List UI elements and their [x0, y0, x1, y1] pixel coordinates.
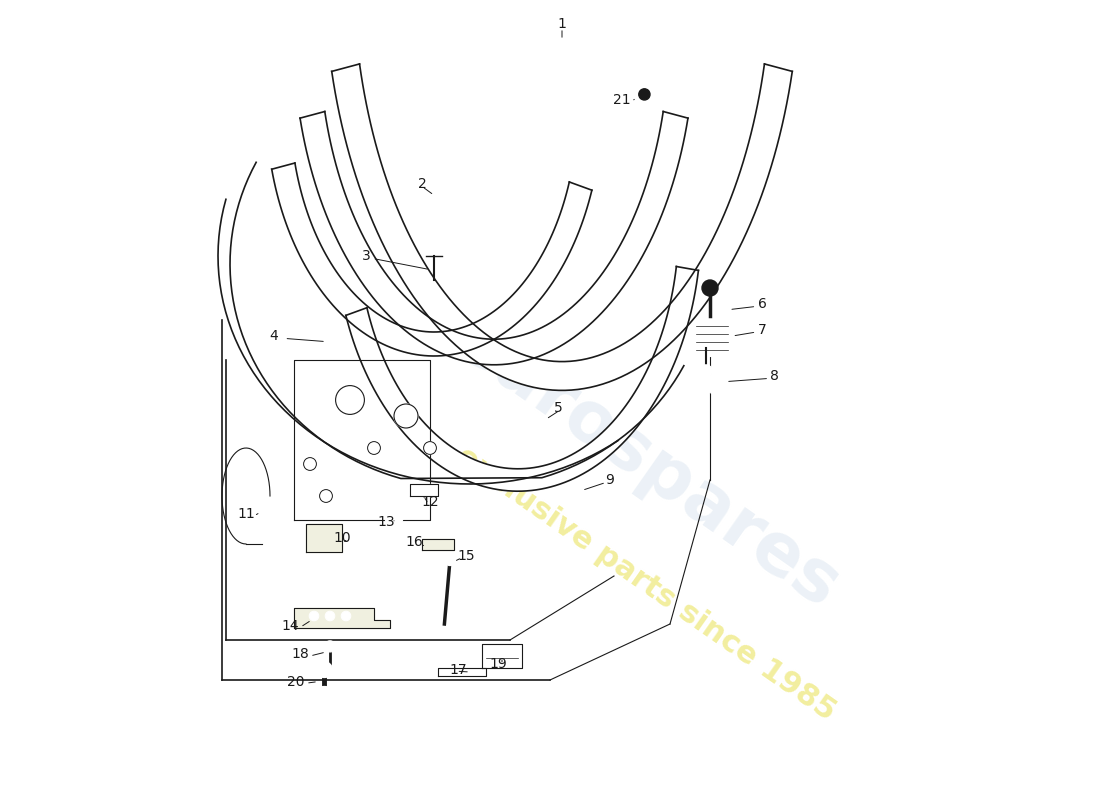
Text: 19: 19 — [490, 657, 507, 671]
Polygon shape — [332, 64, 792, 390]
Text: 5: 5 — [553, 401, 562, 415]
Text: 3: 3 — [362, 249, 371, 263]
Circle shape — [304, 458, 317, 470]
Text: 1: 1 — [558, 17, 566, 31]
Text: 13: 13 — [377, 514, 395, 529]
Text: exclusive parts since 1985: exclusive parts since 1985 — [451, 442, 842, 726]
Circle shape — [394, 404, 418, 428]
Polygon shape — [422, 539, 454, 550]
Circle shape — [326, 611, 334, 621]
Text: 16: 16 — [405, 534, 422, 549]
Bar — [694, 322, 730, 356]
Polygon shape — [300, 111, 688, 365]
Text: 12: 12 — [421, 494, 439, 509]
Polygon shape — [306, 524, 342, 552]
Text: 17: 17 — [449, 663, 466, 678]
Text: 4: 4 — [270, 329, 278, 343]
Circle shape — [336, 386, 364, 414]
Text: 11: 11 — [238, 506, 255, 521]
Circle shape — [702, 280, 718, 296]
Text: 7: 7 — [758, 323, 767, 338]
Polygon shape — [272, 163, 592, 356]
Circle shape — [324, 641, 336, 652]
Text: 10: 10 — [333, 530, 351, 545]
Polygon shape — [345, 266, 698, 491]
Circle shape — [309, 611, 319, 621]
Text: 21: 21 — [613, 93, 630, 107]
Polygon shape — [410, 484, 438, 496]
Circle shape — [384, 506, 404, 526]
Polygon shape — [294, 608, 390, 628]
Text: 2: 2 — [418, 177, 427, 191]
Text: eurospares: eurospares — [439, 305, 852, 623]
Text: 14: 14 — [282, 618, 299, 633]
Circle shape — [704, 374, 724, 394]
Circle shape — [315, 686, 334, 706]
Text: 15: 15 — [458, 549, 475, 563]
Circle shape — [317, 662, 332, 678]
Polygon shape — [482, 644, 522, 668]
Circle shape — [700, 365, 713, 378]
Circle shape — [444, 554, 455, 566]
Polygon shape — [438, 668, 486, 676]
Circle shape — [341, 611, 351, 621]
Text: 20: 20 — [287, 674, 305, 689]
Circle shape — [320, 490, 332, 502]
Text: 6: 6 — [758, 297, 767, 311]
Circle shape — [639, 89, 650, 100]
Text: 8: 8 — [770, 369, 779, 383]
Circle shape — [424, 442, 437, 454]
Circle shape — [630, 80, 659, 109]
Text: 18: 18 — [292, 647, 309, 662]
Circle shape — [367, 442, 381, 454]
Text: 9: 9 — [606, 473, 615, 487]
